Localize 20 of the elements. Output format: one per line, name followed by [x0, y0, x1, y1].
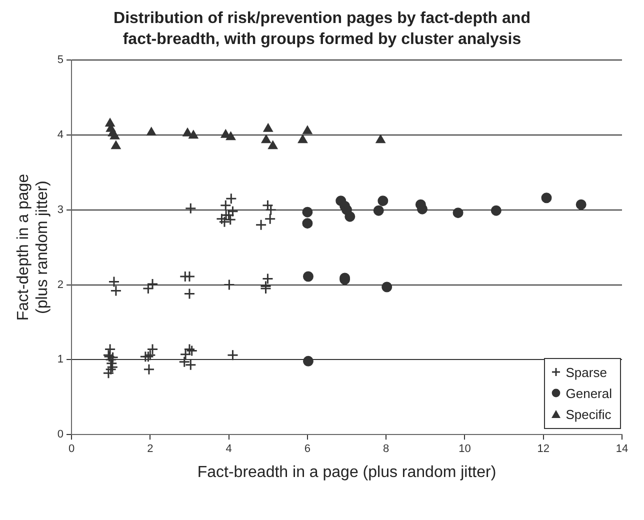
x-tick-label: 14 — [616, 443, 628, 456]
y-tick-label: 5 — [57, 54, 64, 66]
x-tick-label: 2 — [147, 443, 154, 456]
x-axis-title: Fact-breadth in a page (plus random jitter) — [197, 464, 496, 481]
legend-label: Specific — [566, 406, 612, 424]
x-tick-label: 10 — [458, 443, 471, 456]
y-tick-label: 3 — [57, 204, 64, 216]
y-tick-label: 0 — [57, 428, 64, 441]
x-tick-label: 6 — [304, 443, 310, 456]
legend-label: General — [566, 384, 612, 403]
x-tick-label: 12 — [537, 443, 550, 456]
chart-title: Distribution of risk/prevention pages by fact-depth and fact-breadth, with groups formed by cluster analysis — [112, 9, 532, 50]
x-tick-label: 4 — [226, 443, 232, 456]
x-tick-label: 8 — [383, 443, 390, 456]
x-tick-label: 0 — [68, 443, 75, 456]
y-tick-label: 1 — [57, 354, 64, 366]
y-tick-label: 4 — [57, 128, 64, 141]
y-axis-title: Fact-depth in a page (plus random jitter) — [15, 174, 52, 321]
legend-label: Sparse — [566, 364, 607, 382]
y-tick-label: 2 — [57, 278, 64, 291]
